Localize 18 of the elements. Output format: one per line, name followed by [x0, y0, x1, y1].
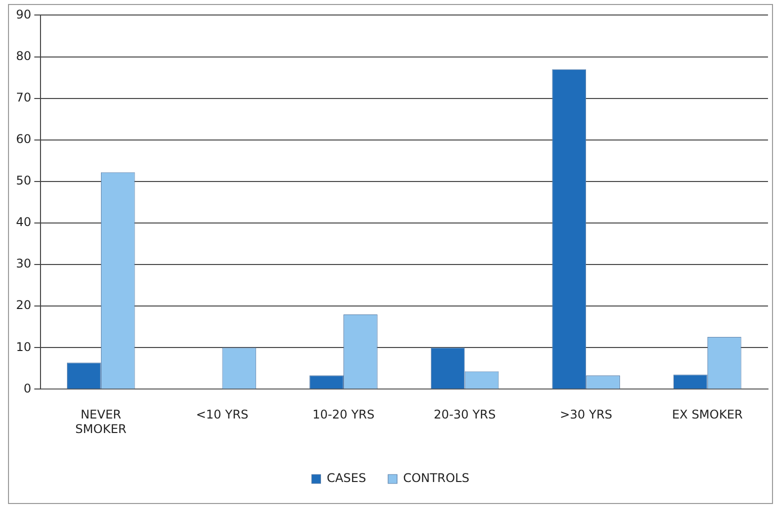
y-tick-label: 60: [16, 132, 32, 146]
x-tick-label: 10-20 YRS: [312, 408, 374, 422]
y-tick-label: 40: [16, 215, 32, 230]
y-tick-label: 90: [16, 7, 32, 22]
x-tick-label: EX SMOKER: [672, 408, 743, 422]
y-tick-label: 70: [16, 90, 32, 104]
y-tick-label: 80: [16, 48, 32, 63]
y-tick-label: 20: [16, 298, 32, 312]
x-tick-label: <10 YRS: [196, 408, 248, 422]
legend-label: CASES: [326, 471, 366, 486]
x-tick-label: >30 YRS: [560, 408, 612, 422]
x-tick-label: NEVER SMOKER: [75, 408, 127, 436]
y-tick-label: 0: [24, 381, 32, 396]
y-tick-label: 30: [16, 256, 32, 271]
legend-label: CONTROLS: [403, 471, 470, 486]
x-tick-label: 20-30 YRS: [434, 408, 496, 422]
y-tick-label: 50: [16, 174, 32, 188]
y-tick-label: 10: [16, 340, 32, 354]
